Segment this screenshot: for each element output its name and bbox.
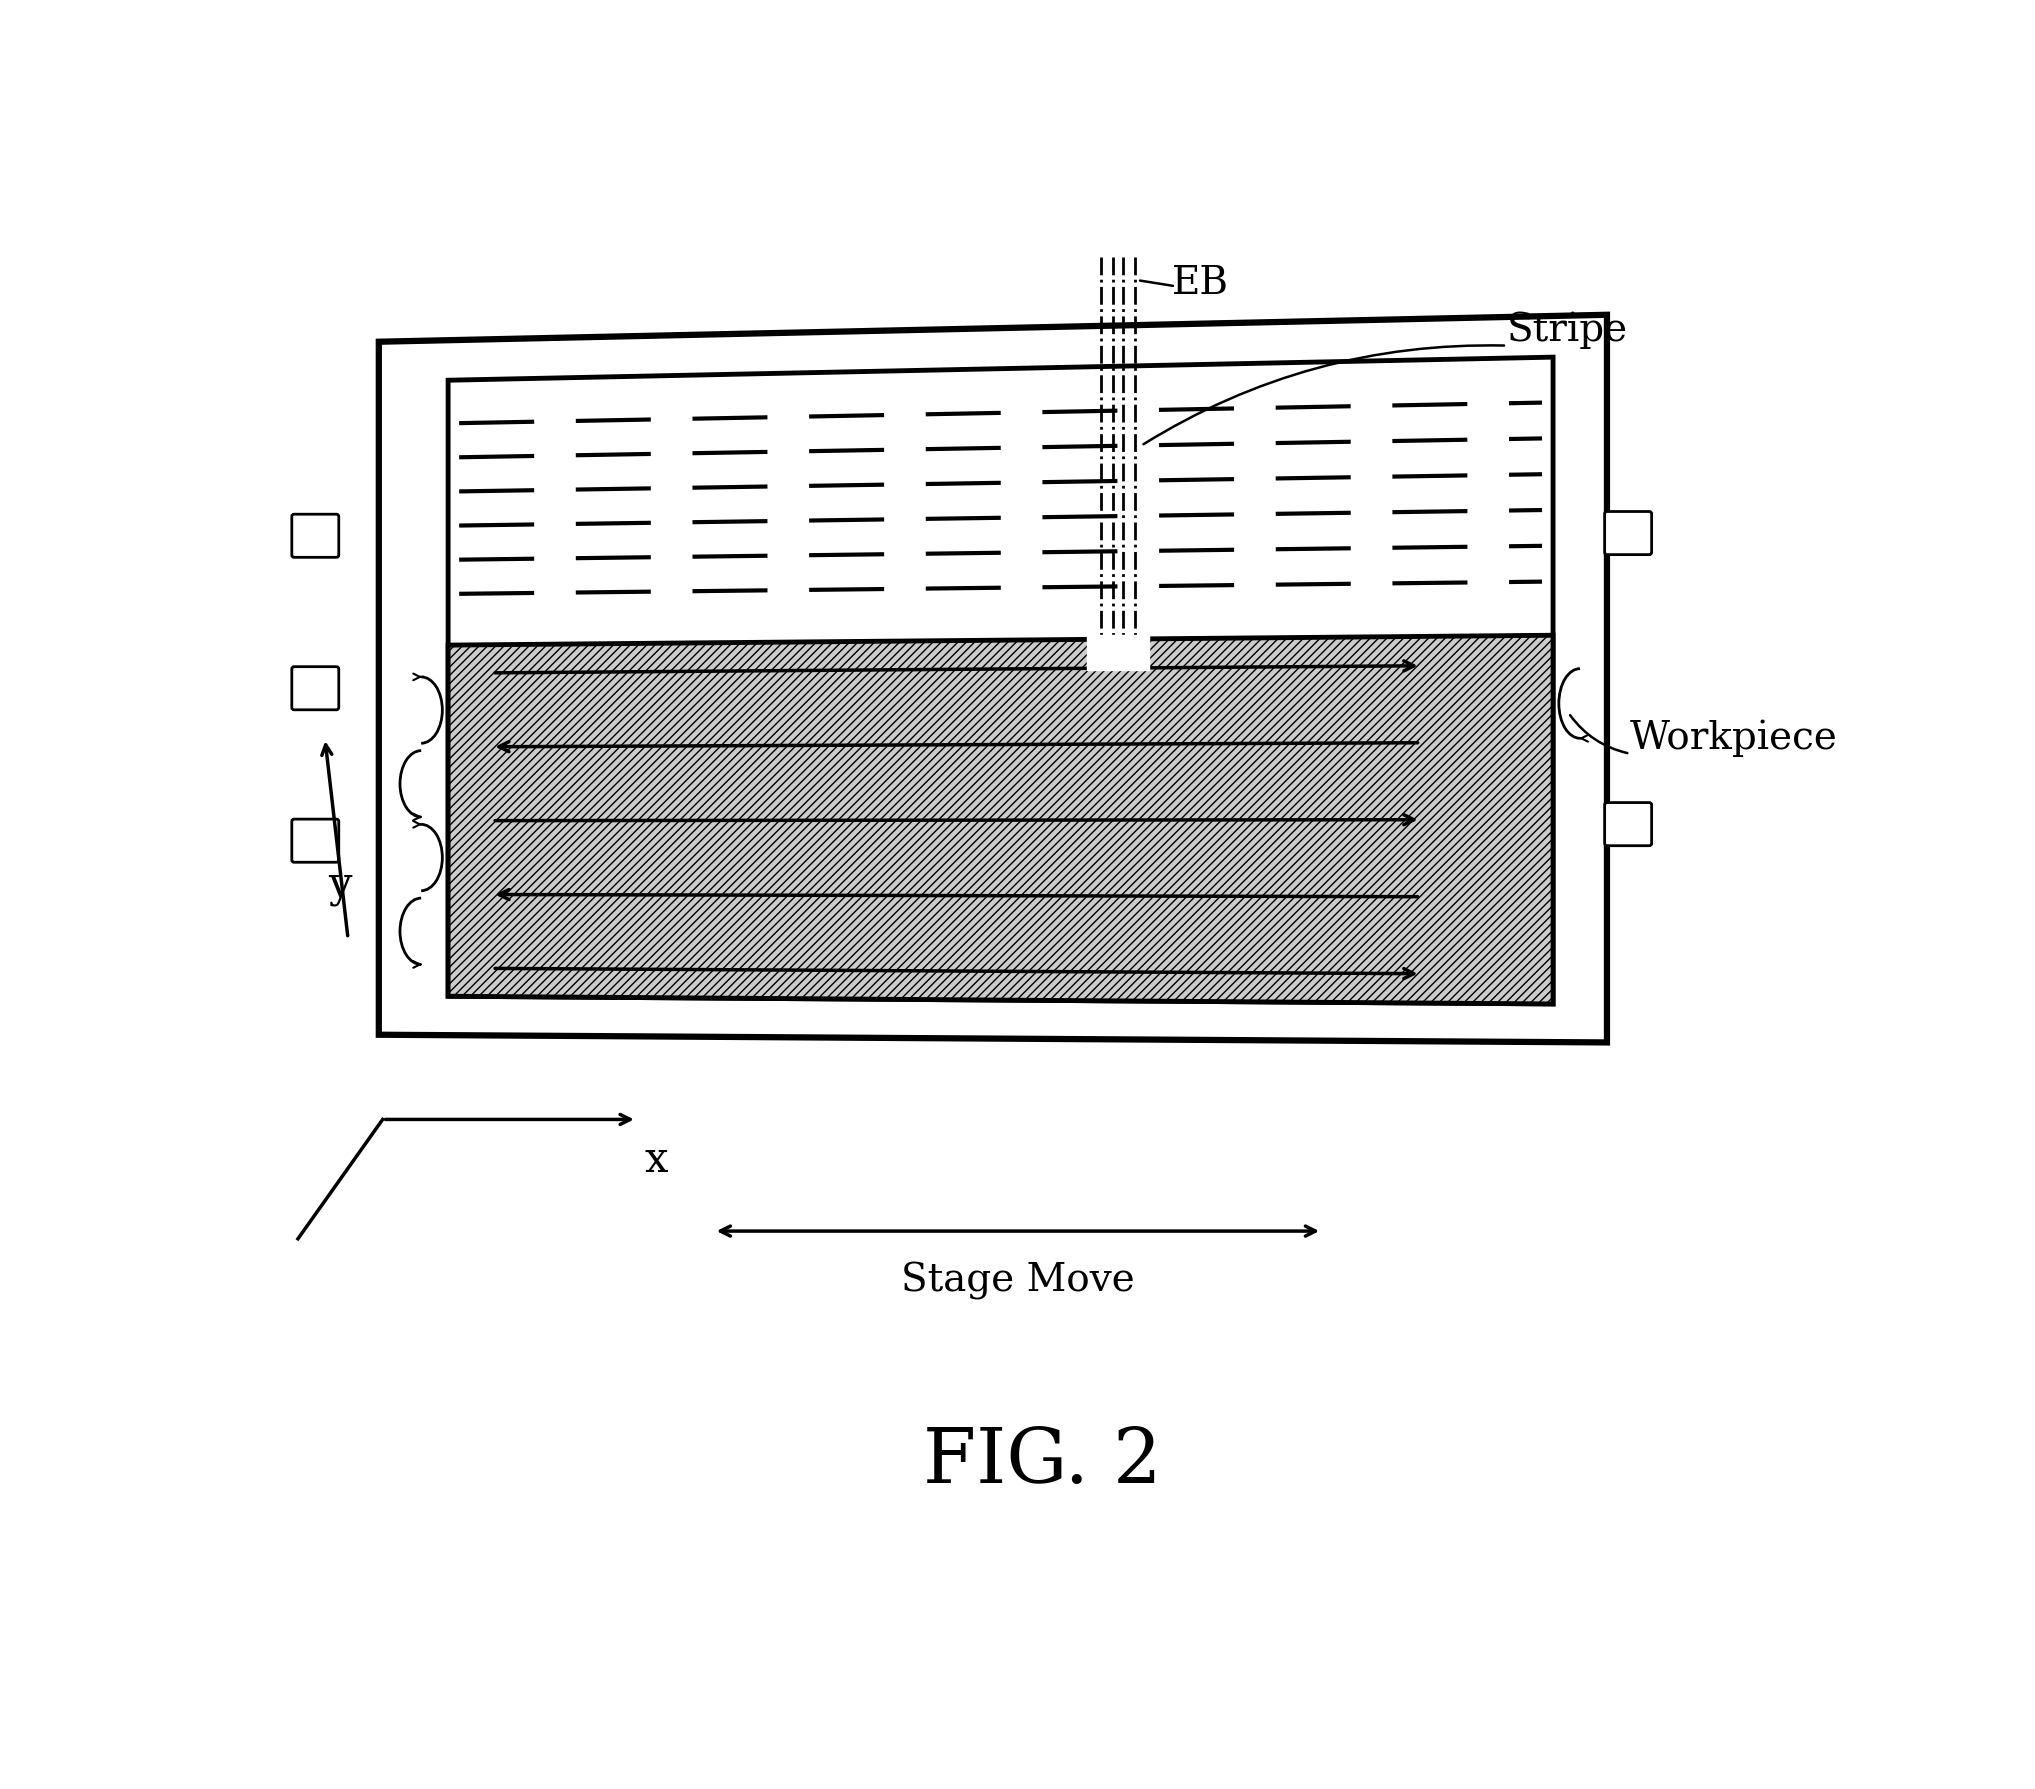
Polygon shape (448, 635, 1553, 1004)
Text: y: y (328, 864, 352, 905)
Text: Stripe: Stripe (1506, 311, 1628, 349)
FancyBboxPatch shape (291, 819, 338, 862)
Polygon shape (448, 358, 1553, 1004)
Text: EB: EB (1172, 265, 1229, 302)
FancyBboxPatch shape (1606, 803, 1652, 846)
Text: Workpiece: Workpiece (1630, 719, 1838, 757)
FancyBboxPatch shape (291, 513, 338, 558)
Text: Stage Move: Stage Move (902, 1261, 1136, 1301)
Text: x: x (645, 1138, 667, 1181)
FancyBboxPatch shape (291, 667, 338, 710)
Text: FIG. 2: FIG. 2 (924, 1426, 1162, 1499)
FancyBboxPatch shape (1606, 512, 1652, 555)
Polygon shape (379, 315, 1608, 1043)
